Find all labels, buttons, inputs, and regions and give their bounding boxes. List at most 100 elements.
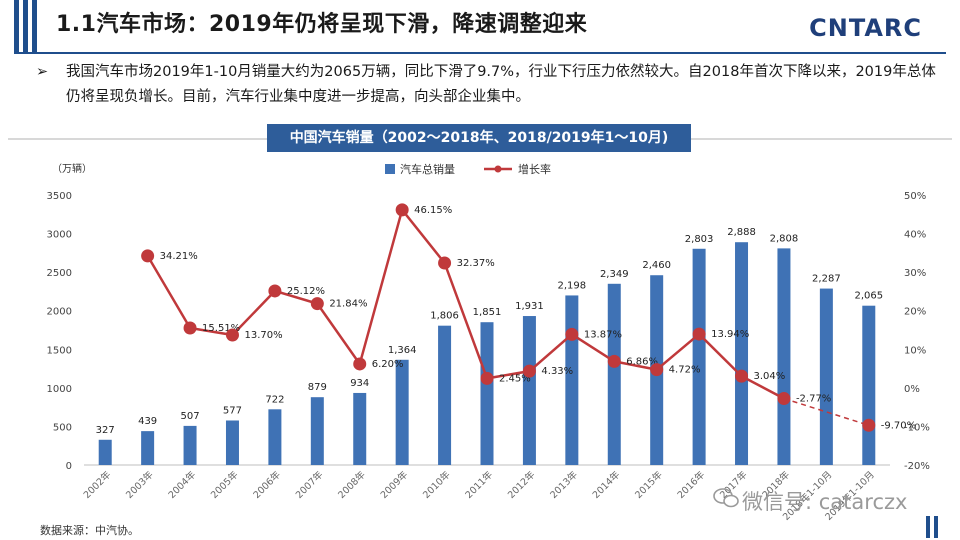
- bar: [183, 425, 197, 465]
- bar: [777, 248, 791, 465]
- x-tick-label: 2015年: [632, 468, 665, 501]
- bar-value-label: 934: [350, 378, 369, 389]
- y-tick-label: 2500: [47, 268, 72, 279]
- bar-value-label: 1,364: [388, 345, 417, 356]
- growth-point: [310, 297, 324, 311]
- growth-point: [225, 328, 239, 342]
- bar-value-label: 2,065: [854, 291, 883, 302]
- y2-tick-label: -20%: [904, 461, 930, 472]
- bar-value-label: 2,803: [685, 234, 714, 245]
- growth-point: [692, 327, 706, 341]
- y-tick-label: 1000: [47, 384, 72, 395]
- bar: [522, 316, 536, 465]
- x-tick-label: 2008年: [336, 468, 369, 501]
- growth-value-label: 13.87%: [584, 329, 622, 340]
- summary-bullet: ➢ 我国汽车市场2019年1-10月销量大约为2065万辆，同比下滑了9.7%，…: [36, 60, 936, 110]
- x-tick-label: 2005年: [208, 468, 241, 501]
- bar: [438, 325, 452, 465]
- bar-value-label: 577: [223, 405, 242, 416]
- bar-value-label: 722: [265, 394, 284, 405]
- y2-tick-label: 30%: [904, 268, 926, 279]
- bar-value-label: 2,808: [770, 233, 799, 244]
- x-tick-label: 2009年: [378, 468, 411, 501]
- chart-title: 中国汽车销量（2002～2018年、2018/2019年1～10月): [267, 124, 691, 152]
- bar: [141, 431, 155, 465]
- growth-point: [141, 249, 155, 263]
- page-title: 1.1汽车市场：2019年仍将呈现下滑，降速调整迎来: [56, 12, 588, 37]
- growth-point: [565, 327, 579, 341]
- growth-point: [862, 418, 876, 432]
- growth-point: [183, 321, 197, 335]
- bar-value-label: 2,287: [812, 274, 841, 285]
- y-axis-label: （万辆）: [52, 162, 92, 175]
- growth-line: [146, 207, 785, 400]
- y-tick-label: 3500: [47, 191, 72, 202]
- x-tick-label: 2016年: [675, 468, 708, 501]
- legend-label-bar: 汽车总销量: [400, 162, 455, 176]
- growth-value-label: 3.04%: [754, 371, 786, 382]
- growth-point: [438, 256, 452, 270]
- corner-decoration: [922, 514, 944, 538]
- growth-value-label: 21.84%: [329, 299, 367, 310]
- bar: [353, 392, 367, 465]
- growth-value-label: 32.37%: [457, 258, 495, 269]
- bar: [395, 359, 409, 465]
- bar: [819, 288, 833, 465]
- growth-value-label: 6.86%: [626, 356, 658, 367]
- growth-value-label: 13.94%: [711, 329, 749, 340]
- growth-value-label: 4.72%: [669, 365, 701, 376]
- bar-value-label: 2,198: [558, 280, 587, 291]
- growth-value-label: 6.20%: [372, 359, 404, 370]
- growth-value-label: 34.21%: [160, 251, 198, 262]
- bar-value-label: 507: [181, 411, 200, 422]
- y-tick-label: 2000: [47, 307, 72, 318]
- x-tick-label: 2002年: [81, 468, 114, 501]
- bullet-arrow-icon: ➢: [36, 64, 49, 80]
- growth-value-label: 15.51%: [202, 323, 240, 334]
- bar: [735, 242, 749, 465]
- y2-tick-label: -10%: [904, 422, 930, 433]
- growth-value-label: -9.70%: [881, 420, 916, 431]
- growth-point: [395, 203, 409, 217]
- bar-value-label: 327: [96, 425, 115, 436]
- x-tick-label: 2013年: [548, 468, 581, 501]
- wechat-icon: [713, 488, 739, 508]
- x-tick-label: 2003年: [123, 468, 156, 501]
- bar-value-label: 2,888: [727, 227, 756, 238]
- growth-line-dashed: [783, 397, 870, 426]
- growth-value-label: 25.12%: [287, 286, 325, 297]
- y2-tick-label: 50%: [904, 191, 926, 202]
- bar: [862, 305, 876, 465]
- bar: [225, 420, 239, 465]
- bar: [310, 397, 324, 465]
- y2-tick-label: 10%: [904, 345, 926, 356]
- summary-text: 我国汽车市场2019年1-10月销量大约为2065万辆，同比下滑了9.7%，行业…: [66, 64, 936, 105]
- bar: [268, 409, 282, 465]
- growth-point: [777, 392, 791, 406]
- bar: [98, 439, 112, 465]
- growth-point: [735, 369, 749, 383]
- growth-point: [480, 371, 494, 385]
- bar: [480, 322, 494, 465]
- y2-tick-label: 40%: [904, 230, 926, 241]
- x-tick-label: 2007年: [293, 468, 326, 501]
- bar-value-label: 2,349: [600, 269, 629, 280]
- x-tick-label: 2010年: [420, 468, 453, 501]
- growth-value-label: 2.45%: [499, 373, 531, 384]
- bar-value-label: 1,806: [430, 311, 459, 322]
- growth-point: [607, 354, 621, 368]
- legend-swatch-bar: [385, 164, 395, 174]
- x-tick-label: 2014年: [590, 468, 623, 501]
- bar: [565, 295, 579, 465]
- bar: [692, 248, 706, 465]
- brand-logo: CNTARC: [809, 14, 922, 42]
- title-divider: [14, 52, 946, 54]
- title-decoration: [14, 0, 50, 52]
- bar-value-label: 1,931: [515, 301, 544, 312]
- y2-tick-label: 0%: [904, 384, 920, 395]
- watermark: 微信号: catarczx: [742, 490, 908, 514]
- growth-value-label: 4.33%: [541, 366, 573, 377]
- growth-point: [268, 284, 282, 298]
- x-tick-label: 2011年: [463, 468, 496, 501]
- growth-point: [650, 363, 664, 377]
